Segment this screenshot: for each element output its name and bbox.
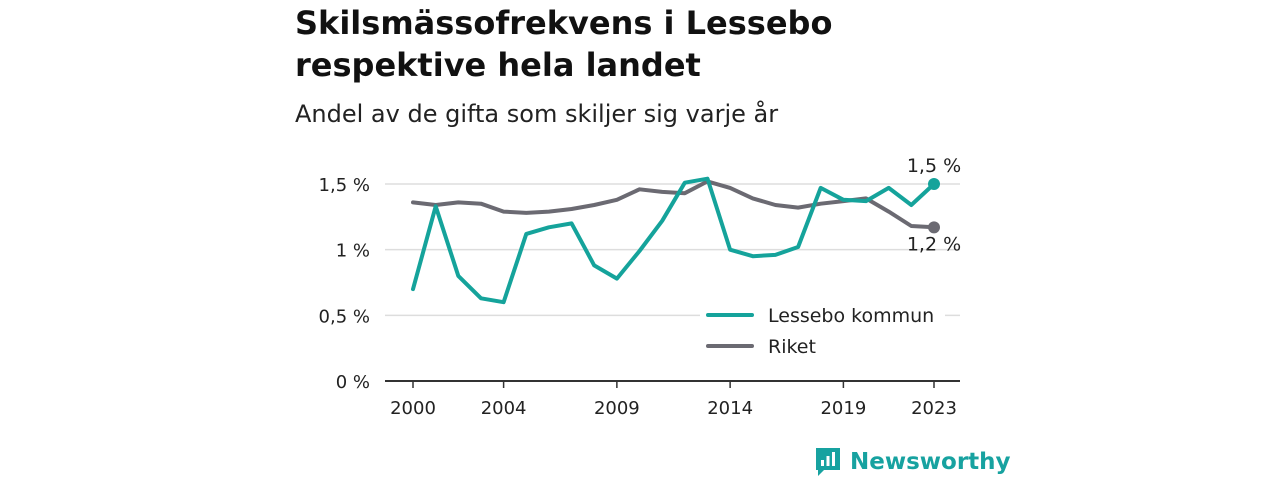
x-tick-label: 2023 [911, 398, 957, 419]
chart-title: Skilsmässofrekvens i Lessebo respektive … [295, 4, 833, 84]
chart-subtitle: Andel av de gifta som skiljer sig varje … [295, 100, 779, 128]
end-label-lessebo: 1,5 % [907, 155, 961, 177]
series-line-lessebo-kommun [411, 176, 936, 305]
series-end-marker-riket [928, 221, 940, 234]
x-tick-label: 2019 [820, 398, 866, 419]
y-tick-label: 0,5 % [319, 306, 370, 327]
series-end-marker-lessebo-kommun [928, 178, 940, 190]
end-label-riket: 1,2 % [907, 233, 961, 255]
x-tick-label: 2014 [707, 398, 753, 419]
x-tick-label: 2000 [390, 398, 436, 419]
legend-label: Lessebo kommun [768, 305, 934, 327]
legend: Lessebo kommun Riket [700, 298, 945, 368]
x-tick-label: 2009 [594, 398, 640, 419]
legend-background [700, 298, 945, 368]
newsworthy-logo-icon [816, 448, 840, 476]
brand-name: Newsworthy [850, 449, 1011, 475]
legend-label: Riket [768, 336, 816, 358]
end-labels: 1,5 % 1,2 % [907, 155, 961, 255]
brand-logo: Newsworthy [814, 446, 1011, 478]
y-tick-label: 0 % [336, 372, 370, 393]
y-axis-ticks: 0 % 0,5 % 1 % 1,5 % [319, 175, 370, 393]
y-tick-label: 1,5 % [319, 175, 370, 196]
y-tick-label: 1 % [336, 241, 370, 262]
x-tick-label: 2004 [481, 398, 527, 419]
x-axis: 2000 2004 2009 2014 2019 2023 [385, 380, 960, 419]
series-lines [411, 176, 940, 305]
